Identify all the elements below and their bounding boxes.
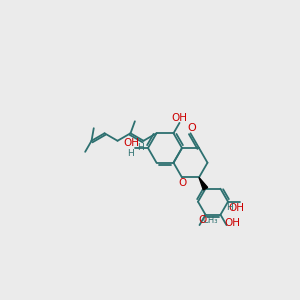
Text: OH: OH bbox=[224, 218, 241, 228]
Text: OH: OH bbox=[172, 113, 188, 123]
Text: O: O bbox=[198, 215, 207, 225]
Text: OH: OH bbox=[228, 203, 244, 213]
Text: H: H bbox=[137, 143, 144, 152]
Text: H: H bbox=[128, 148, 134, 158]
Text: OH: OH bbox=[123, 138, 139, 148]
Polygon shape bbox=[199, 177, 208, 190]
Text: O: O bbox=[179, 178, 187, 188]
Text: H: H bbox=[226, 203, 233, 212]
Text: CH₃: CH₃ bbox=[203, 216, 218, 225]
Text: O: O bbox=[187, 123, 196, 133]
